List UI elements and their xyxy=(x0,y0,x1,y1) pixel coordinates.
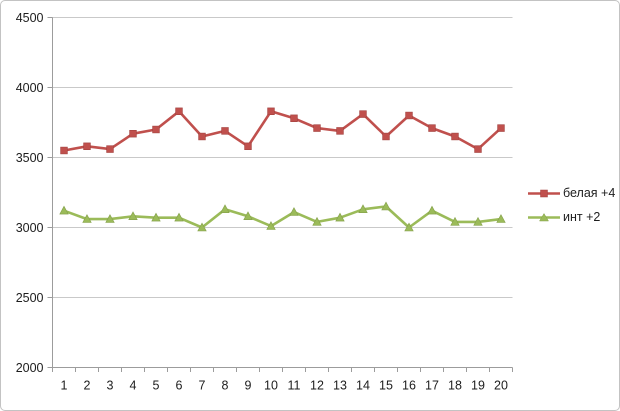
svg-text:10: 10 xyxy=(264,379,278,393)
chart-legend: белая +4 инт +2 xyxy=(528,186,615,225)
green-triangle-line-marker-icon xyxy=(528,213,560,222)
svg-text:3500: 3500 xyxy=(16,151,44,165)
svg-text:5: 5 xyxy=(153,379,160,393)
svg-text:18: 18 xyxy=(448,379,462,393)
svg-text:15: 15 xyxy=(379,379,393,393)
red-square-line-marker-icon xyxy=(528,189,560,198)
legend-item-int: инт +2 xyxy=(528,210,615,225)
svg-text:2: 2 xyxy=(84,379,91,393)
svg-text:16: 16 xyxy=(402,379,416,393)
axes xyxy=(52,17,513,368)
y-axis-labels: 2000 2500 3000 3500 4000 4500 xyxy=(16,11,44,375)
y-axis-ticks xyxy=(47,17,53,368)
svg-text:2500: 2500 xyxy=(16,291,44,305)
legend-label-int: инт +2 xyxy=(563,210,601,224)
svg-text:4000: 4000 xyxy=(16,81,44,95)
svg-text:3000: 3000 xyxy=(16,221,44,235)
svg-text:6: 6 xyxy=(176,379,183,393)
series-belaya xyxy=(60,107,505,155)
svg-text:3: 3 xyxy=(107,379,114,393)
svg-text:19: 19 xyxy=(471,379,485,393)
legend-item-belaya: белая +4 xyxy=(528,186,615,201)
svg-text:4500: 4500 xyxy=(16,11,44,25)
svg-text:20: 20 xyxy=(494,379,508,393)
svg-text:12: 12 xyxy=(310,379,324,393)
gridlines xyxy=(52,17,513,298)
svg-text:1: 1 xyxy=(61,379,68,393)
svg-text:4: 4 xyxy=(130,379,137,393)
x-axis-labels: 1 2 3 4 5 6 7 8 9 10 11 12 13 14 15 16 17 18 19 20 xyxy=(61,379,508,393)
svg-text:2000: 2000 xyxy=(16,361,44,375)
legend-label-belaya: белая +4 xyxy=(563,186,616,200)
svg-text:7: 7 xyxy=(199,379,206,393)
series-int xyxy=(59,201,506,232)
svg-text:14: 14 xyxy=(356,379,370,393)
svg-text:8: 8 xyxy=(222,379,229,393)
x-axis-ticks xyxy=(52,367,513,372)
svg-text:17: 17 xyxy=(425,379,439,393)
svg-text:9: 9 xyxy=(245,379,252,393)
svg-text:13: 13 xyxy=(333,379,347,393)
svg-text:11: 11 xyxy=(288,379,301,393)
